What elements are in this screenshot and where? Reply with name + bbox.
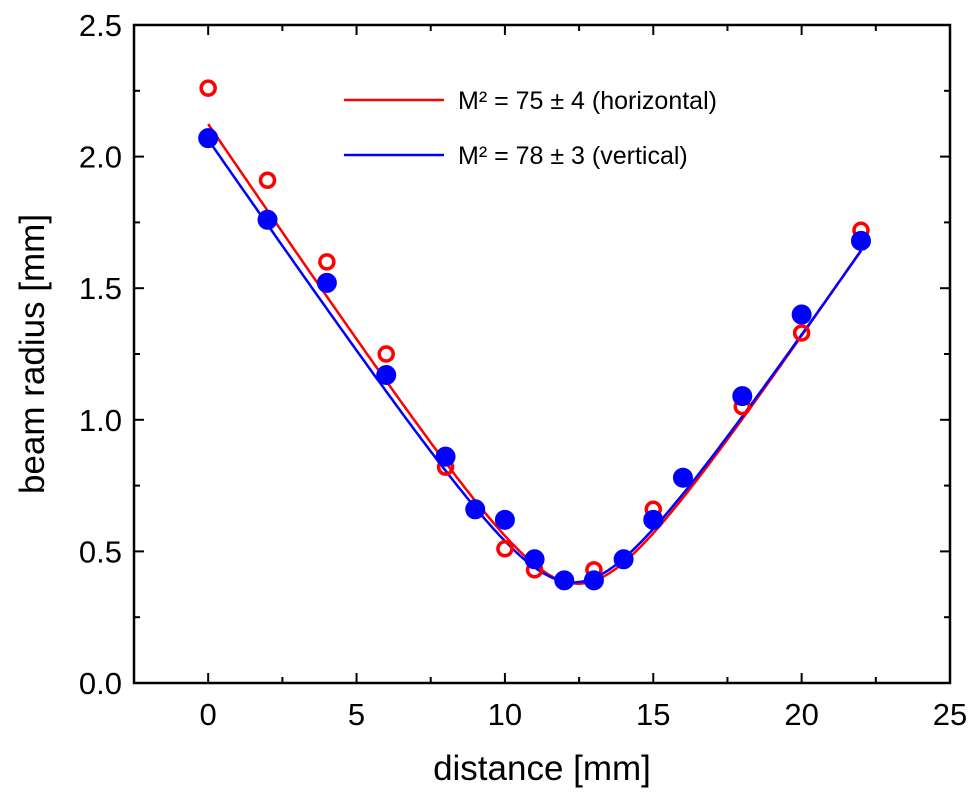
data-point-vertical [554,570,575,591]
fit-line-horizontal [207,123,863,585]
data-point-horizontal [377,345,395,363]
data-point-vertical [850,230,871,251]
data-layer [198,79,871,591]
legend: M² = 75 ± 4 (horizontal) M² = 78 ± 3 (ve… [344,87,717,170]
x-tick-label: 20 [784,697,818,732]
legend-label-horizontal: M² = 75 ± 4 (horizontal) [458,87,717,115]
data-point-vertical [791,304,812,325]
data-point-vertical [494,509,515,530]
data-point-horizontal [496,540,514,558]
data-point-vertical [583,570,604,591]
y-axis-title: beam radius [mm] [13,214,52,494]
y-tick-label: 1.0 [79,403,122,438]
x-tick-label: 10 [488,697,522,732]
x-tick-label: 5 [348,697,365,732]
data-point-vertical [198,128,219,149]
data-point-vertical [643,509,664,530]
y-tick-label: 2.0 [79,140,122,175]
data-point-vertical [732,386,753,407]
y-tick-label: 1.5 [79,271,122,306]
data-point-vertical [435,446,456,467]
data-point-vertical [257,209,278,230]
ticks-layer: 0 5 10 15 20 25 0.0 0.5 1.0 1.5 2.0 2.5 [79,8,967,732]
data-point-vertical [316,272,337,293]
y-tick-label: 0.0 [79,666,122,701]
y-tick-label: 0.5 [79,534,122,569]
y-tick-label: 2.5 [79,8,122,43]
data-point-vertical [672,467,693,488]
x-tick-label: 25 [933,697,967,732]
data-point-vertical [376,365,397,386]
x-axis-title: distance [mm] [433,749,651,788]
plot-frame [132,23,952,685]
fit-line-vertical [207,139,863,584]
data-point-vertical [524,549,545,570]
legend-label-vertical: M² = 78 ± 3 (vertical) [458,142,688,170]
x-tick-label: 0 [200,697,217,732]
x-tick-label: 15 [636,697,670,732]
data-point-horizontal [258,171,277,190]
data-point-horizontal [792,324,811,342]
data-point-horizontal [318,253,336,271]
data-point-vertical [465,499,486,520]
data-point-horizontal [199,79,217,97]
data-point-vertical [613,549,634,570]
